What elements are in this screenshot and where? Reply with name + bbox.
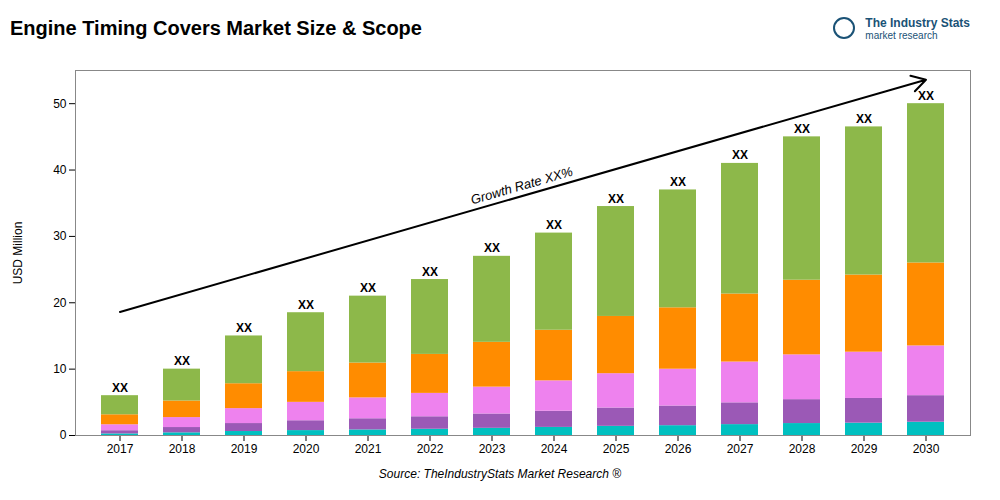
svg-text:2025: 2025 [603, 442, 630, 456]
svg-text:50: 50 [53, 97, 67, 111]
html-text:Source: TheIndustryStats Marke: Source: TheIndustryStats Market Research… [378, 467, 622, 481]
svg-text:10: 10 [53, 362, 67, 376]
svg-text:XX: XX [112, 381, 128, 395]
svg-text:30: 30 [53, 229, 67, 243]
svg-text:XX: XX [732, 148, 748, 162]
svg-text:2026: 2026 [665, 442, 692, 456]
svg-text:2019: 2019 [231, 442, 258, 456]
svg-text:2021: 2021 [355, 442, 382, 456]
svg-text:2023: 2023 [479, 442, 506, 456]
svg-text:XX: XX [856, 112, 872, 126]
svg-text:2029: 2029 [851, 442, 878, 456]
svg-text:XX: XX [670, 175, 686, 189]
svg-text:2028: 2028 [789, 442, 816, 456]
svg-text:XX: XX [298, 298, 314, 312]
svg-text:2030: 2030 [913, 442, 940, 456]
svg-text:2020: 2020 [293, 442, 320, 456]
svg-text:XX: XX [236, 321, 252, 335]
html-text:market research: market research [865, 29, 938, 41]
svg-text:XX: XX [546, 218, 562, 232]
svg-text:USD Million: USD Million [11, 222, 25, 285]
html-text:Engine Timing Covers Market Si: Engine Timing Covers Market Size & Scope [10, 16, 422, 39]
svg-text:XX: XX [422, 265, 438, 279]
svg-text:0: 0 [60, 428, 67, 442]
svg-text:2024: 2024 [541, 442, 568, 456]
svg-text:XX: XX [484, 241, 500, 255]
svg-text:Growth Rate XX%: Growth Rate XX% [469, 164, 575, 208]
svg-text:40: 40 [53, 163, 67, 177]
svg-text:2018: 2018 [169, 442, 196, 456]
svg-text:XX: XX [608, 192, 624, 206]
svg-text:2022: 2022 [417, 442, 444, 456]
svg-text:XX: XX [360, 281, 376, 295]
svg-text:2027: 2027 [727, 442, 754, 456]
svg-text:2017: 2017 [107, 442, 134, 456]
svg-text:20: 20 [53, 296, 67, 310]
svg-text:XX: XX [174, 354, 190, 368]
svg-text:XX: XX [918, 89, 934, 103]
svg-text:XX: XX [794, 122, 810, 136]
html-text:The Industry Stats: The Industry Stats [865, 15, 970, 30]
